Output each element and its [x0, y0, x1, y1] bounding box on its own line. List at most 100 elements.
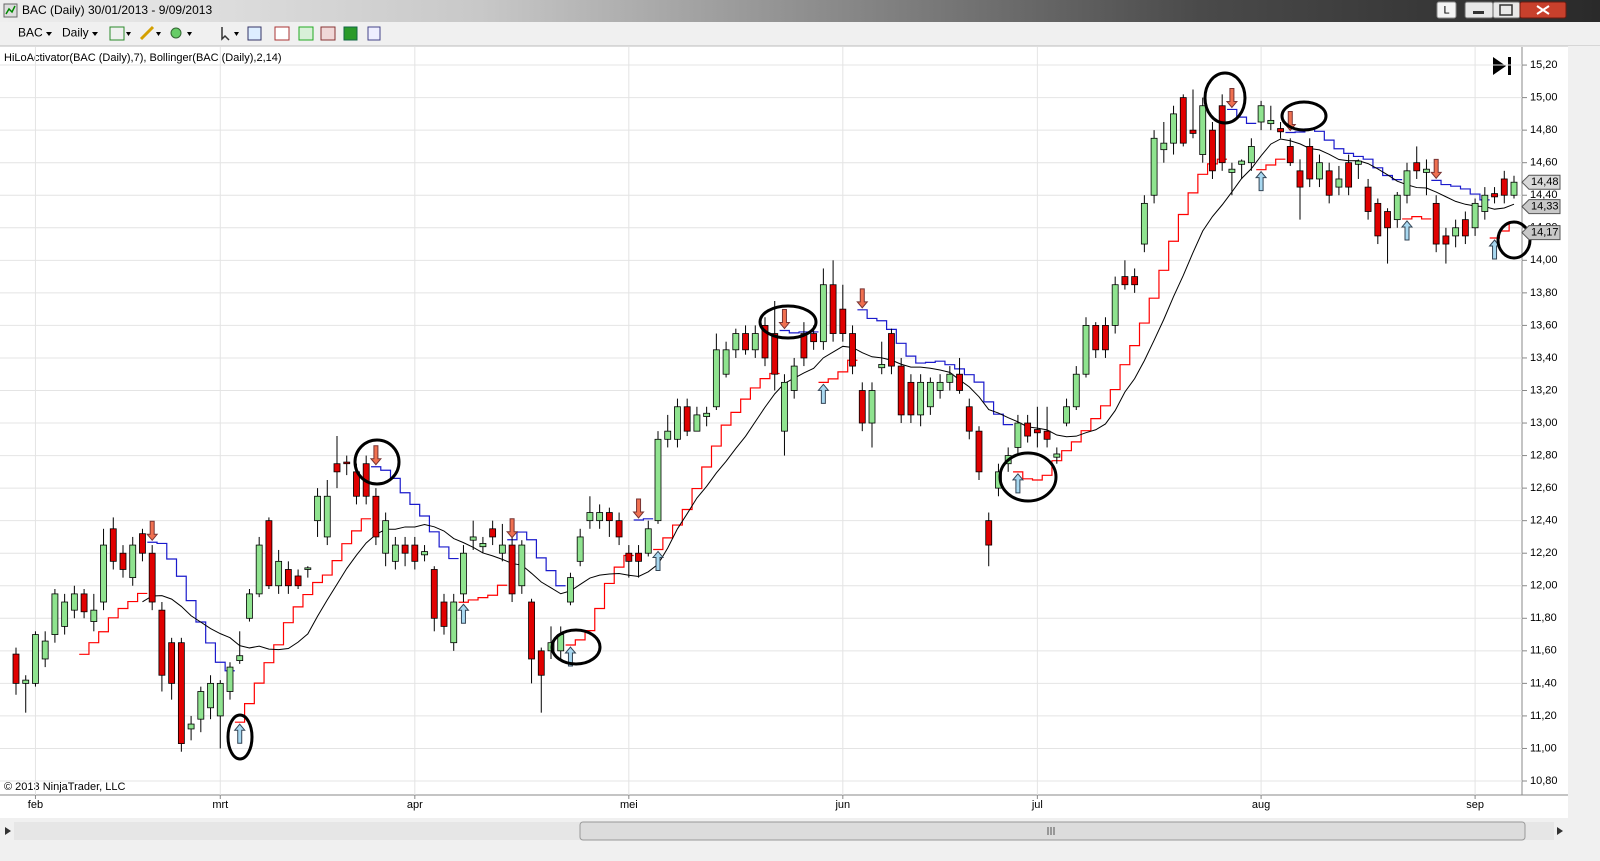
candle-body: [1286, 146, 1294, 164]
candle-body: [177, 642, 185, 744]
candle-body: [1111, 284, 1119, 326]
hilo-line: [1227, 108, 1257, 125]
candle-body: [90, 609, 98, 622]
candle-body: [985, 520, 993, 546]
candle-body: [22, 679, 30, 684]
candle-body: [1102, 325, 1109, 351]
zoom-icon[interactable]: [247, 26, 262, 41]
candle-body: [1150, 137, 1158, 196]
candle-body: [751, 333, 759, 351]
candle-body: [975, 430, 983, 473]
candle-body: [1063, 406, 1070, 424]
candle-body: [1423, 168, 1430, 173]
x-tick-label: sep: [1466, 799, 1484, 811]
candle-body: [421, 551, 428, 556]
candle-body: [12, 653, 20, 684]
y-tick-label: 13,00: [1530, 417, 1558, 429]
tool-icon[interactable]: [170, 27, 182, 39]
annotation-circle: [1280, 100, 1328, 132]
scroll-thumb[interactable]: [579, 821, 1526, 841]
x-tick-label: jul: [1031, 799, 1043, 811]
candle-body: [314, 495, 321, 522]
end-bar-icon[interactable]: [1508, 57, 1511, 75]
candle-body: [440, 601, 448, 627]
candle-body: [1296, 170, 1304, 188]
sell-arrow: [369, 445, 382, 466]
candle-body: [625, 552, 633, 562]
candle-body: [819, 284, 827, 343]
candle-body: [858, 390, 866, 424]
candle-body: [1316, 162, 1323, 180]
candle-body: [1160, 142, 1168, 151]
maximize-icon: [1499, 4, 1513, 16]
plot-area: [0, 47, 1522, 795]
minimize-button[interactable]: [1464, 1, 1494, 19]
candle-body: [615, 520, 623, 538]
candle-body: [965, 406, 973, 432]
annotation-circle: [550, 628, 602, 666]
draw-icon[interactable]: [139, 25, 155, 41]
candle-body: [781, 381, 788, 432]
cursor-icon[interactable]: [221, 27, 230, 41]
candle-body: [1199, 105, 1207, 155]
strategies-icon[interactable]: [320, 26, 336, 41]
data-box-icon[interactable]: [367, 26, 381, 41]
dropdown-arrow: [46, 32, 52, 36]
candle-body: [1189, 129, 1197, 134]
candle-body: [771, 333, 779, 375]
annotation-circle: [1203, 71, 1247, 125]
indicator-label: HiLoActivator(BAC (Daily),7), Bollinger(…: [4, 52, 282, 64]
candle-body: [226, 666, 234, 692]
candle-body: [1442, 235, 1450, 245]
candle-body: [635, 552, 642, 562]
hilo-line: [1256, 158, 1286, 171]
price-marker-label: 14,48: [1531, 176, 1559, 188]
scroll-right[interactable]: [1557, 827, 1563, 835]
candle-body: [139, 533, 146, 554]
candle-body: [401, 544, 409, 554]
candle-body: [1481, 194, 1489, 212]
chart-style-icon[interactable]: [109, 26, 125, 41]
candle-body: [742, 333, 749, 351]
sell-arrow: [778, 309, 791, 330]
candle-body: [810, 333, 818, 343]
candle-body: [1209, 129, 1216, 172]
y-tick-label: 11,00: [1530, 742, 1557, 754]
properties-icon[interactable]: [274, 26, 290, 41]
candle-body: [1014, 422, 1022, 448]
candle-body: [294, 575, 302, 587]
instrument-selector[interactable]: BAC: [18, 26, 43, 40]
candle-body: [537, 650, 545, 676]
candle-body: [41, 640, 49, 660]
y-tick-label: 14,00: [1530, 254, 1558, 266]
link-button-label[interactable]: L: [1443, 4, 1449, 16]
hilo-line: [653, 372, 780, 551]
order-icon[interactable]: [343, 26, 358, 41]
candle-body: [187, 723, 195, 730]
candle-body: [722, 349, 730, 375]
annotation-circle: [998, 451, 1058, 503]
candle-body: [586, 512, 594, 522]
candle-body: [683, 406, 691, 432]
annotation-circle: [353, 438, 401, 486]
title-bar: [0, 0, 1600, 22]
y-tick-label: 14,40: [1530, 189, 1558, 201]
candle-body: [664, 430, 672, 440]
candle-body: [391, 544, 399, 562]
y-tick-label: 12,60: [1530, 482, 1558, 494]
dropdown-arrow: [156, 32, 161, 36]
x-tick-label: aug: [1252, 799, 1270, 811]
candle-body: [790, 365, 798, 391]
dropdown-arrow: [187, 32, 192, 36]
scroll-left[interactable]: [5, 827, 11, 835]
link-button[interactable]: [1436, 1, 1457, 19]
interval-selector[interactable]: Daily: [62, 26, 89, 40]
indicators-icon[interactable]: [298, 26, 314, 41]
play-icon[interactable]: [1493, 57, 1506, 75]
buy-arrow: [1011, 473, 1024, 494]
y-tick-label: 11,80: [1530, 612, 1557, 624]
candle-body: [265, 520, 273, 587]
scroll-to-end-icon[interactable]: [1493, 57, 1511, 75]
price-markers: 14,48 14,33 14,17: [1521, 174, 1561, 241]
hilo-line: [234, 518, 372, 723]
